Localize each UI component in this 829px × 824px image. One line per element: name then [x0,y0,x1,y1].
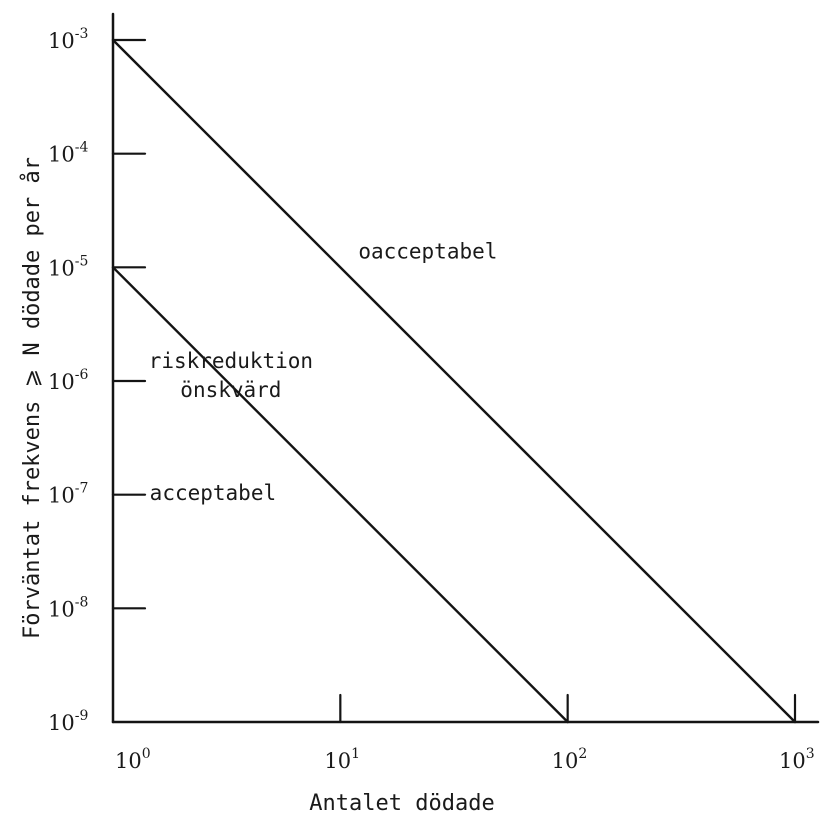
x-axis-ticks: 100 101 102 103 [115,693,815,773]
x-tick-label: 103 [779,746,815,773]
y-axis-title: Förväntat frekvens ⩾ N dödade per år [19,157,45,639]
y-tick-label: 10-6 [48,367,88,394]
plot-area: 10-310-410-510-610-710-810-9 100 101 102 10… [48,12,820,773]
region-labels: oacceptabel riskreduktion önskvärd acceptab… [149,239,498,505]
x-tick-label: 102 [552,746,588,773]
y-axis-ticks: 10-3 10-4 10-5 10-6 10-7 10-8 10-9 [48,26,147,735]
x-tick-label: 101 [324,746,360,773]
series-lines [111,38,797,724]
x-axis-title: Antalet dödade [309,791,494,816]
y-tick-label: 10-8 [48,594,88,621]
y-tick-label: 10-4 [48,140,88,167]
y-tick-label: 10-7 [48,481,88,508]
region-label: acceptabel [150,481,276,505]
region-label: oacceptabel [358,239,497,263]
x-tick-label: 100 [115,746,151,773]
y-tick-label: 10-3 [48,26,88,53]
region-label: riskreduktion önskvärd [149,349,313,402]
boundary-line-2 [111,266,569,724]
y-tick-label: 10-5 [48,253,88,280]
boundary-line-1 [111,38,797,724]
y-tick-label: 10-9 [48,708,88,735]
